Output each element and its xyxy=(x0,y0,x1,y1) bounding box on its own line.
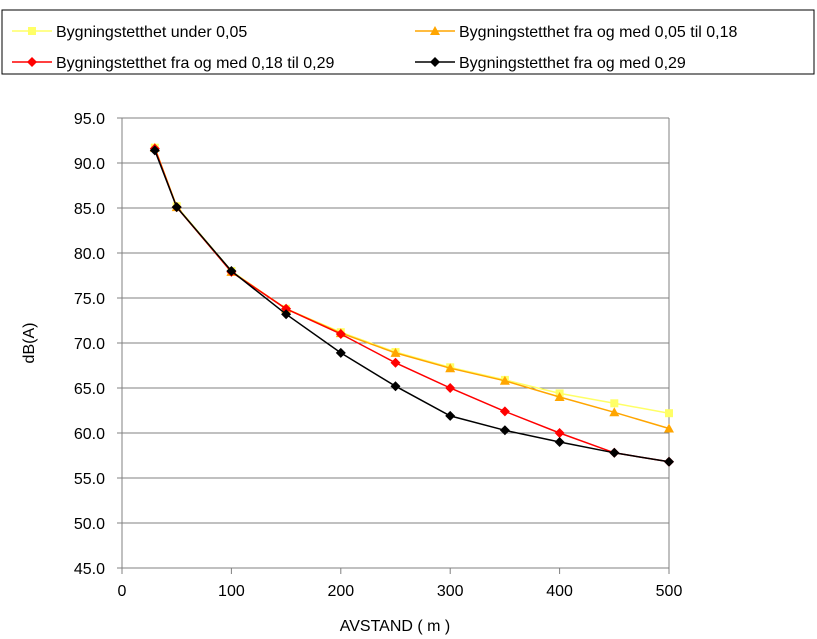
data-point xyxy=(445,383,456,393)
data-point xyxy=(226,266,237,276)
legend-label: Bygningstetthet fra og med 0,18 til 0,29 xyxy=(56,55,335,72)
legend-label: Bygningstetthet fra og med 0,29 xyxy=(459,55,686,72)
y-tick-label: 95.0 xyxy=(74,111,105,128)
series-layer xyxy=(149,142,674,467)
x-tick-label: 500 xyxy=(656,583,683,600)
data-point xyxy=(335,347,346,358)
axes: 45.0 50.0 55.0 60.0 65.0 70.0 75.0 80.0 85.0 90.0… xyxy=(74,111,683,600)
y-tick-label: 60.0 xyxy=(74,426,105,443)
legend-item: Bygningstetthet under 0,05 xyxy=(12,24,247,41)
y-tick-label: 55.0 xyxy=(74,471,105,488)
x-tick-label: 400 xyxy=(546,583,573,600)
data-point xyxy=(171,202,182,213)
data-point xyxy=(390,381,401,392)
y-tick-label: 90.0 xyxy=(74,156,105,173)
data-point xyxy=(445,410,456,421)
data-point xyxy=(499,425,510,436)
data-point xyxy=(499,375,510,385)
data-point xyxy=(610,399,619,408)
x-tick-label: 0 xyxy=(118,583,127,600)
y-axis-label: dB(A) xyxy=(21,323,38,364)
data-point xyxy=(390,357,401,368)
data-point xyxy=(281,309,292,320)
legend-marker xyxy=(430,26,440,35)
data-point xyxy=(390,347,401,357)
data-point xyxy=(445,363,456,373)
legend-marker xyxy=(430,57,440,67)
legend-label: Bygningstetthet under 0,05 xyxy=(56,24,247,41)
x-tick-label: 100 xyxy=(218,583,245,600)
data-point xyxy=(554,437,565,447)
legend: Bygningstetthet under 0,05 Bygningstetthe… xyxy=(1,9,815,75)
y-tick-label: 50.0 xyxy=(74,516,105,533)
data-point xyxy=(499,406,510,417)
data-point xyxy=(664,456,674,467)
series-4 xyxy=(149,145,674,467)
data-point xyxy=(664,423,674,433)
y-tick-label: 70.0 xyxy=(74,336,105,353)
legend-marker xyxy=(28,27,36,35)
x-tick-label: 300 xyxy=(437,583,464,600)
data-point xyxy=(554,428,565,438)
legend-item: Bygningstetthet fra og med 0,29 xyxy=(415,55,686,72)
legend-marker xyxy=(27,57,37,67)
y-tick-label: 85.0 xyxy=(74,201,105,218)
y-tick-label: 45.0 xyxy=(74,561,105,578)
y-tick-label: 80.0 xyxy=(74,246,105,263)
legend-item: Bygningstetthet fra og med 0,18 til 0,29 xyxy=(12,55,335,72)
data-point xyxy=(149,145,160,156)
data-point xyxy=(609,447,620,458)
data-point xyxy=(609,407,620,417)
legend-frame xyxy=(1,9,815,75)
plot-area: 45.0 50.0 55.0 60.0 65.0 70.0 75.0 80.0 85.0 90.0… xyxy=(74,111,683,600)
legend-item: Bygningstetthet fra og med 0,05 til 0,18 xyxy=(415,24,738,41)
y-tick-label: 65.0 xyxy=(74,381,105,398)
legend-label: Bygningstetthet fra og med 0,05 til 0,18 xyxy=(459,24,738,41)
data-point xyxy=(665,409,673,418)
y-tick-label: 75.0 xyxy=(74,291,105,308)
data-point xyxy=(554,392,565,401)
x-axis-label: AVSTAND ( m ) xyxy=(340,618,451,635)
data-point xyxy=(335,329,346,339)
x-tick-label: 200 xyxy=(327,583,354,600)
